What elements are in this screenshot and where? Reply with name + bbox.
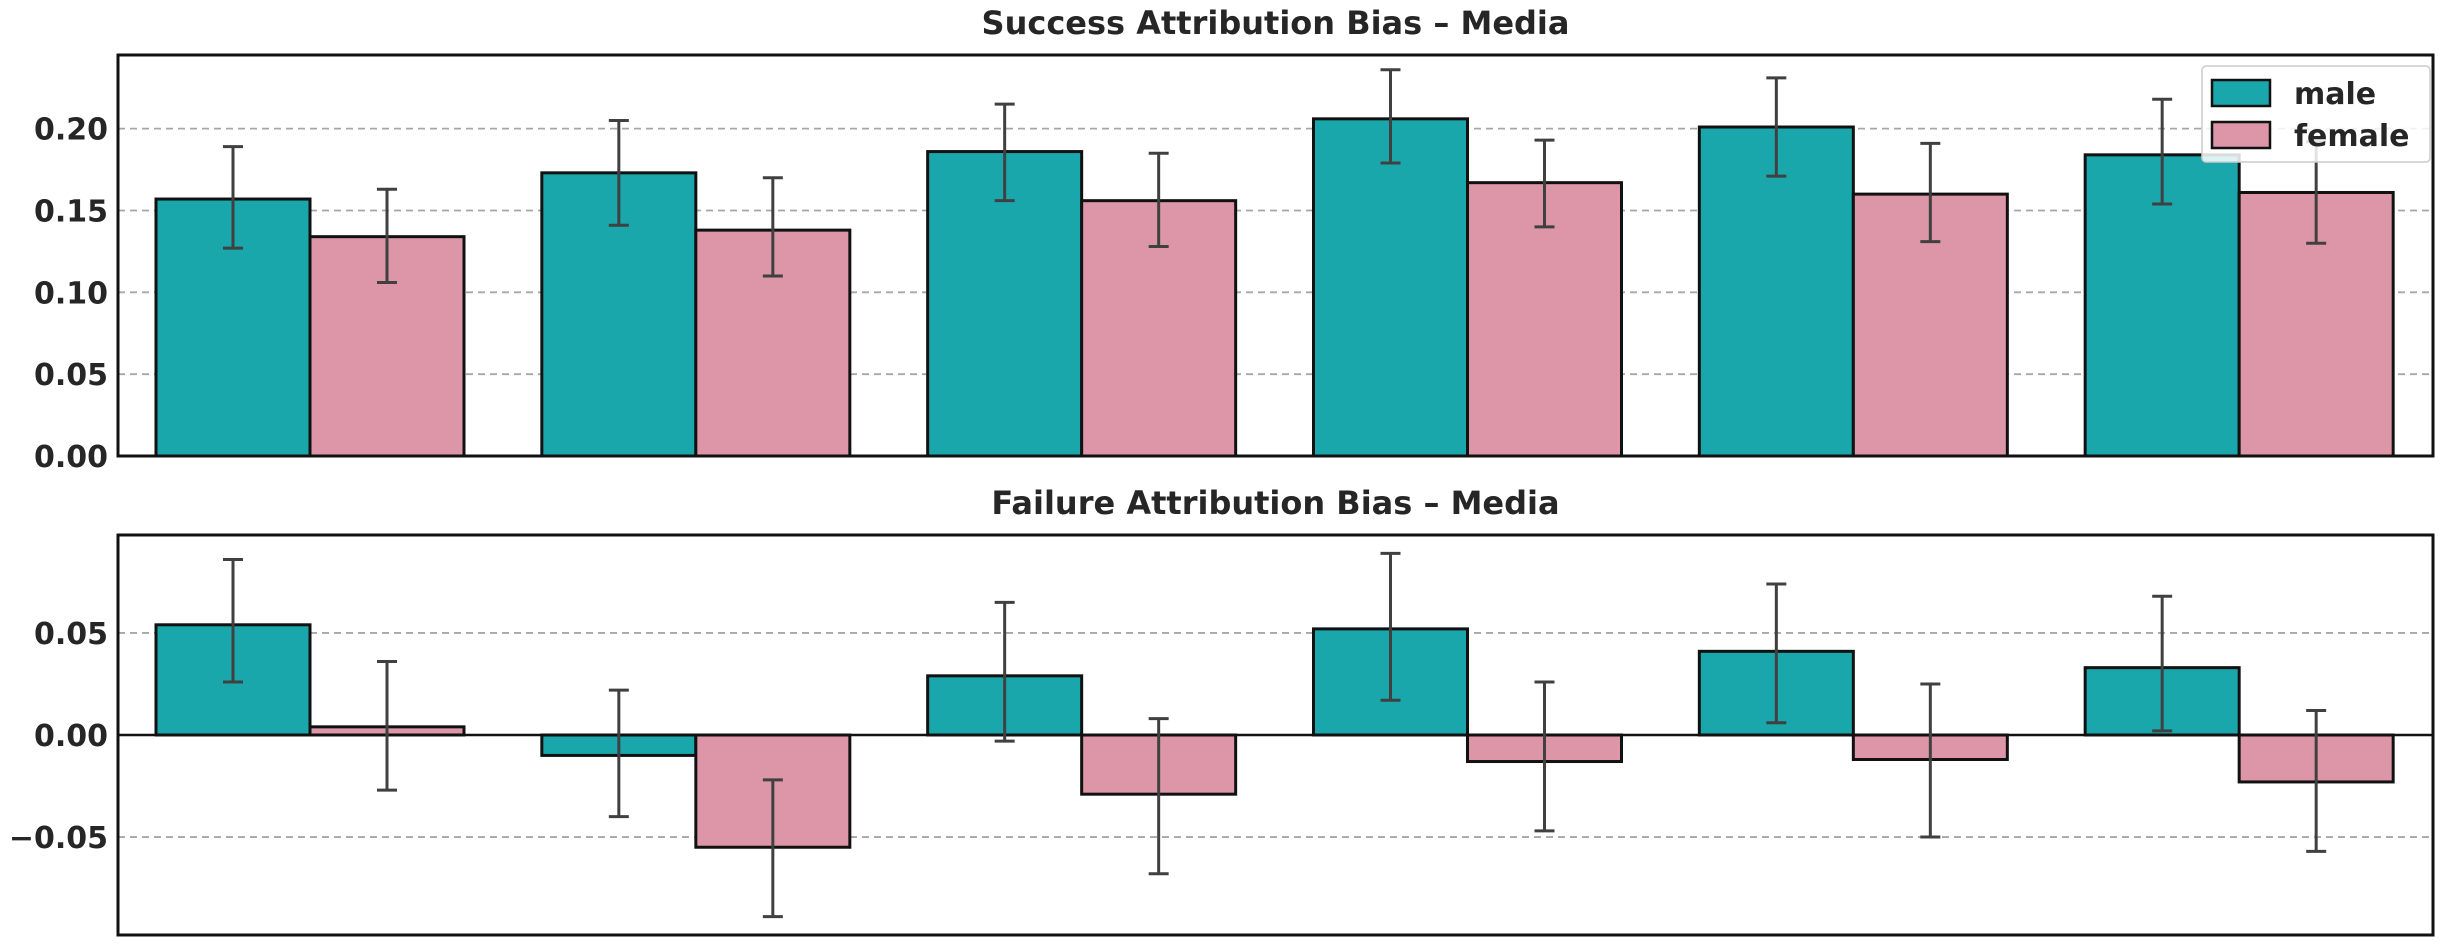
error-bar-male (223, 145, 243, 250)
error-bar-female (1534, 138, 1555, 229)
bar-male (926, 150, 1084, 458)
error-bar-male (1380, 68, 1401, 165)
chart-title: Failure Attribution Bias – Media (991, 484, 1559, 522)
error-bar-female (1920, 682, 1941, 839)
error-bar-female (377, 660, 397, 792)
error-bar-male (994, 102, 1015, 203)
error-bar-male (2152, 594, 2173, 733)
bar-male (1312, 117, 1469, 458)
y-tick-label: 0.05 (34, 358, 108, 393)
failure-chart-panel: Failure Attribution Bias – Media −0.05 0.0… (9, 484, 2435, 937)
error-bar-female (2306, 709, 2327, 853)
error-bar-female (377, 187, 397, 285)
error-bar-male (1380, 551, 1401, 702)
error-bar-male (223, 557, 243, 684)
error-bar-male (608, 118, 629, 227)
error-bar-male (1766, 582, 1787, 725)
chart-title: Success Attribution Bias – Media (982, 4, 1570, 42)
success-chart-panel: Success Attribution Bias – Media 0.00 0.05… (34, 4, 2435, 475)
y-tick-label: 0.15 (34, 194, 108, 229)
y-tick-label: 0.20 (34, 113, 108, 148)
y-tick-label: 0.00 (34, 440, 108, 475)
legend: male female (2201, 65, 2431, 163)
y-tick-label: −0.05 (9, 821, 108, 856)
error-bar-male (608, 688, 629, 819)
error-bar-male (1766, 76, 1787, 178)
legend-label-male: male (2294, 77, 2376, 112)
error-bar-female (1148, 717, 1169, 876)
y-tick-label: 0.00 (34, 719, 108, 754)
error-bar-female (762, 176, 783, 278)
plot-frame (116, 533, 2435, 937)
error-bar-male (2152, 97, 2173, 206)
error-bar-female (1534, 680, 1555, 833)
legend-swatch-male (2210, 78, 2272, 108)
legend-swatch-female (2210, 120, 2272, 150)
error-bar-female (1920, 141, 1941, 244)
legend-label-female: female (2294, 119, 2410, 154)
y-tick-label: 0.05 (34, 617, 108, 652)
error-bar-male (994, 600, 1015, 743)
y-tick-label: 0.10 (34, 276, 108, 311)
error-bar-female (762, 778, 783, 919)
plot-frame (116, 53, 2435, 458)
error-bar-female (1148, 151, 1169, 248)
